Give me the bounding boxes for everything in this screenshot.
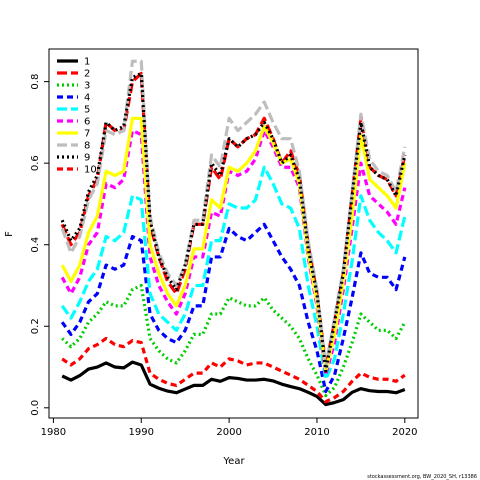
series-line-2 — [60, 71, 407, 369]
x-axis: 1980 1990 2000 2010 2020 — [41, 418, 418, 438]
y-axis: 0.0 0.2 0.4 0.6 0.8 — [30, 74, 49, 416]
legend-label-6: 6 — [84, 117, 90, 128]
legend-label-9: 9 — [84, 153, 90, 164]
x-tick-label: 2020 — [392, 427, 417, 438]
x-tick-label: 2000 — [216, 427, 241, 438]
legend-label-10: 10 — [84, 165, 97, 176]
series-line-8 — [60, 59, 407, 369]
legend-label-7: 7 — [84, 129, 90, 140]
y-axis-title: F — [4, 231, 15, 237]
y-tick-label: 0.8 — [30, 74, 41, 90]
series-line-1 — [61, 360, 406, 407]
y-tick-label: 0.0 — [30, 400, 41, 416]
series-line-10 — [61, 336, 406, 404]
series-line-6 — [60, 128, 407, 377]
series-line-5 — [60, 165, 407, 381]
y-tick-label: 0.4 — [30, 237, 41, 253]
y-tick-label: 0.6 — [30, 155, 41, 171]
legend-label-5: 5 — [84, 105, 90, 116]
legend-label-1: 1 — [84, 57, 90, 68]
y-tick-label: 0.2 — [30, 318, 41, 334]
x-tick-label: 1980 — [41, 427, 66, 438]
plot-frame — [48, 48, 419, 419]
x-tick-label: 1990 — [129, 427, 154, 438]
legend-label-8: 8 — [84, 141, 90, 152]
series-line-7 — [60, 116, 407, 373]
series-line-4 — [60, 222, 407, 394]
legend-label-3: 3 — [84, 81, 90, 92]
credit-text: stockassessment.org, BW_2020_SH, r13386 — [367, 474, 477, 480]
x-axis-title: Year — [222, 456, 245, 467]
x-tick-label: 2010 — [304, 427, 329, 438]
legend-label-2: 2 — [84, 69, 90, 80]
legend-label-4: 4 — [84, 93, 90, 104]
series-layer — [60, 59, 407, 407]
